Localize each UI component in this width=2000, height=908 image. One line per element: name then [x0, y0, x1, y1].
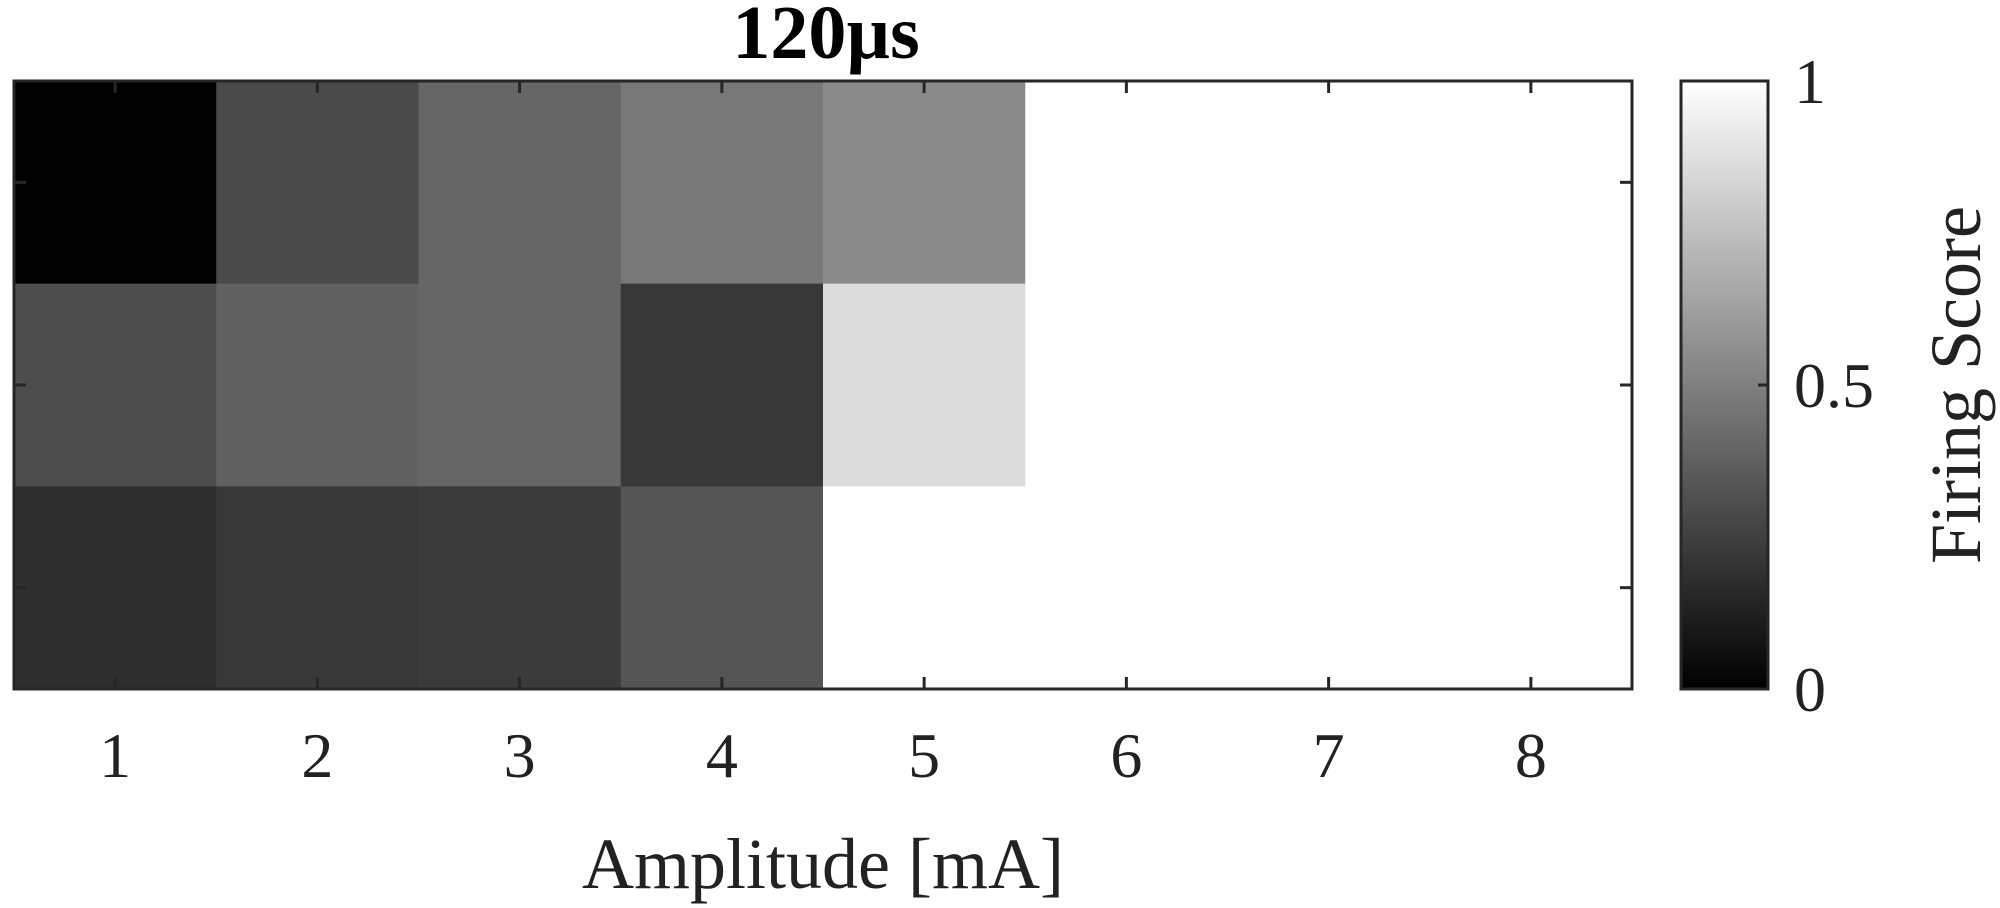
heatmap-cell-r3-c2 [216, 486, 420, 690]
heatmap-cell-r3-c3 [418, 486, 622, 690]
colorbar-tick-label-1: 1 [1794, 46, 1826, 117]
heatmap-cell-r3-c5 [823, 486, 1026, 690]
heatmap-cell-r2-c5 [823, 283, 1026, 487]
x-tick-label-4: 4 [706, 720, 738, 791]
heatmap-cell-r1-c7 [1227, 81, 1431, 285]
heatmap-cell-r1-c6 [1025, 81, 1229, 285]
colorbar-tick-label-0.5: 0.5 [1794, 350, 1874, 421]
axis-ticks [14, 81, 1632, 689]
heatmap-cell-r1-c5 [823, 81, 1026, 285]
heatmap-cell-r3-c7 [1227, 486, 1431, 690]
heatmap-cell-r3-c6 [1025, 486, 1229, 690]
heatmap-cell-r2-c1 [14, 283, 217, 487]
heatmap-cell-r2-c8 [1429, 283, 1633, 487]
x-tick-label-8: 8 [1515, 720, 1547, 791]
heatmap-cell-r1-c3 [418, 81, 622, 285]
x-tick-label-2: 2 [301, 720, 333, 791]
x-tick-label-3: 3 [504, 720, 536, 791]
x-tick-label-6: 6 [1110, 720, 1142, 791]
heatmap-cell-r3-c1 [14, 486, 217, 690]
x-tick-label-5: 5 [908, 720, 940, 791]
heatmap-cell-r2-c3 [418, 283, 622, 487]
x-tick-labels: 1 2 3 4 5 6 7 8 [99, 720, 1547, 791]
colorbar-label: Firing Score [1916, 206, 1996, 564]
heatmap-cell-r1-c8 [1429, 81, 1633, 285]
heatmap-cell-r1-c1 [14, 81, 217, 285]
colorbar-ticks: 00.51 [1758, 46, 1874, 725]
chart-title: 120µs [732, 0, 919, 75]
heatmap-cell-r2-c7 [1227, 283, 1431, 487]
x-tick-label-7: 7 [1313, 720, 1345, 791]
x-axis-label: Amplitude [mA] [582, 824, 1064, 904]
heatmap-cell-r2-c4 [620, 283, 824, 487]
heatmap-cell-r3-c8 [1429, 486, 1633, 690]
heatmap-cell-r1-c2 [216, 81, 420, 285]
heatmap-cell-r1-c4 [620, 81, 824, 285]
heatmap-cell-r2-c2 [216, 283, 420, 487]
colorbar [1679, 79, 1770, 691]
heatmap-cell-r3-c4 [620, 486, 824, 690]
x-tick-label-1: 1 [99, 720, 131, 791]
heatmap-cells [14, 81, 1633, 690]
colorbar-tick-label-0: 0 [1794, 654, 1826, 725]
heatmap-cell-r2-c6 [1025, 283, 1229, 487]
